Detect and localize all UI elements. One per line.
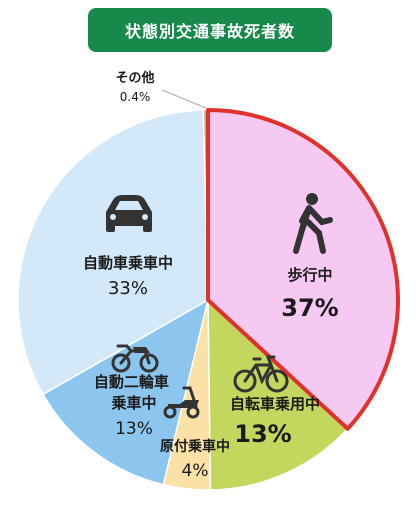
label-other: その他 [115, 70, 154, 86]
bicycle-icon [233, 355, 289, 393]
highlight-outline [206, 108, 400, 431]
label-moped: 原付乗車中 [160, 438, 230, 455]
motorcycle-icon [111, 344, 159, 373]
label-moto-line1: 自動二輪車 [94, 373, 169, 391]
pie-slice-car [17, 109, 209, 396]
label-moto: 自動二輪車 乗車中 [94, 373, 174, 412]
chart-title-box: 状態別交通事故死者数 [88, 8, 332, 52]
chart-title: 状態別交通事故死者数 [124, 22, 295, 41]
value-car: 33% [108, 278, 148, 299]
value-other: 0.4% [120, 90, 151, 104]
scooter-icon [163, 386, 200, 419]
other-leader-line [161, 89, 207, 109]
pie-slice-bike [207, 298, 349, 491]
value-walk: 37% [281, 294, 338, 322]
car-icon [106, 195, 152, 232]
label-car: 自動車乗車中 [83, 254, 173, 272]
value-moto: 13% [115, 419, 153, 439]
label-moto-line2: 乗車中 [111, 394, 156, 412]
pie-slice-moto [42, 298, 210, 486]
label-walk: 歩行中 [287, 266, 332, 284]
label-bike: 自転車乗用中 [230, 395, 320, 413]
value-moped: 4% [182, 461, 209, 481]
value-bike: 13% [234, 420, 291, 448]
pedestrian-icon [293, 193, 333, 254]
